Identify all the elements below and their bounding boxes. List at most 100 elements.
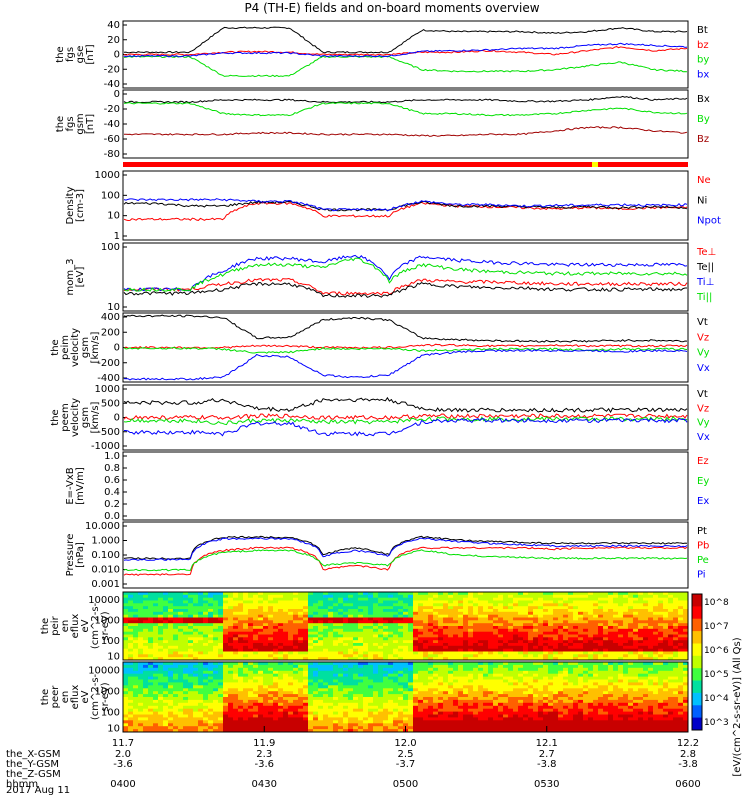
- spectrogram-cell: [183, 685, 189, 689]
- y-label-line: [mV/m]: [75, 467, 86, 505]
- spectrogram-cell: [338, 626, 344, 630]
- spectrogram-cell: [503, 702, 509, 707]
- spectrogram-cell: [213, 637, 219, 641]
- spectrogram-cell: [518, 640, 524, 644]
- spectrogram-cell: [428, 729, 434, 733]
- spectrogram-cell: [508, 667, 514, 672]
- spectrogram-cell: [238, 600, 244, 604]
- spectrogram-cell: [523, 631, 529, 635]
- spectrogram-cell: [268, 617, 274, 621]
- spectrogram-cell: [163, 699, 169, 704]
- spectrogram-cell: [438, 697, 444, 701]
- spectrogram-cell: [273, 623, 279, 627]
- spectrogram-cell: [383, 670, 389, 675]
- spectrogram-cell: [528, 717, 534, 721]
- spectrogram-cell: [288, 667, 294, 672]
- spectrogram-cell: [408, 651, 414, 655]
- spectrogram-cell: [403, 711, 409, 715]
- spectrogram-cell: [348, 651, 354, 655]
- spectrogram-cell: [603, 628, 609, 633]
- spectrogram-cell: [163, 631, 169, 635]
- spectrogram-cell: [548, 697, 554, 701]
- spectrogram-cell: [358, 640, 364, 644]
- spectrogram-cell: [358, 631, 364, 635]
- spectrogram-cell: [318, 720, 324, 724]
- spectrogram-cell: [628, 617, 634, 621]
- spectrogram-cell: [663, 645, 669, 650]
- spectrogram-cell: [143, 592, 149, 596]
- spectrogram-cell: [318, 600, 324, 604]
- spectrogram-cell: [463, 705, 469, 710]
- spectrogram-cell: [158, 606, 164, 610]
- spectrogram-cell: [293, 682, 299, 686]
- spectrogram-cell: [123, 705, 129, 710]
- spectrogram-cell: [323, 708, 329, 713]
- spectrogram-cell: [358, 720, 364, 724]
- spectrogram-cell: [483, 628, 489, 633]
- spectrogram-cell: [573, 617, 579, 621]
- spectrogram-cell: [498, 662, 504, 666]
- spectrogram-cell: [388, 726, 394, 730]
- spectrogram-cell: [638, 606, 644, 610]
- spectrogram-cell: [128, 664, 134, 669]
- spectrogram-cell: [568, 614, 574, 618]
- spectrogram-cell: [443, 676, 449, 680]
- spectrogram-cell: [413, 682, 419, 686]
- spectrogram-cell: [543, 628, 549, 633]
- spectrogram-cell: [413, 694, 419, 698]
- spectrogram-cell: [183, 723, 189, 727]
- spectrogram-cell: [143, 691, 149, 695]
- spectrogram-cell: [473, 603, 479, 607]
- spectrogram-cell: [148, 723, 154, 727]
- spectrogram-cell: [143, 623, 149, 627]
- spectrogram-cell: [423, 708, 429, 713]
- spectrogram-cell: [423, 623, 429, 627]
- spectrogram-cell: [468, 729, 474, 733]
- spectrogram-cell: [258, 640, 264, 644]
- spectrogram-cell: [593, 617, 599, 621]
- spectrogram-cell: [138, 651, 144, 655]
- spectrogram-cell: [633, 654, 639, 658]
- spectrogram-cell: [353, 592, 359, 596]
- spectrogram-cell: [188, 662, 194, 666]
- spectrogram-cell: [308, 720, 314, 724]
- spectrogram-cell: [188, 679, 194, 683]
- spectrogram-cell: [188, 670, 194, 675]
- spectrogram-cell: [373, 617, 379, 621]
- spectrogram-cell: [538, 648, 544, 652]
- spectrogram-cell: [263, 603, 269, 607]
- spectrogram-cell: [408, 670, 414, 675]
- spectrogram-cell: [268, 600, 274, 604]
- spectrogram-cell: [178, 697, 184, 701]
- spectrogram-cell: [153, 623, 159, 627]
- spectrogram-cell: [513, 670, 519, 675]
- series-line-Ti: [123, 257, 688, 292]
- spectrogram-cell: [138, 600, 144, 604]
- spectrogram-cell: [373, 609, 379, 613]
- spectrogram-cell: [353, 651, 359, 655]
- spectrogram-cell: [413, 714, 419, 718]
- spectrogram-cell: [383, 723, 389, 727]
- spectrogram-cell: [228, 654, 234, 658]
- spectrogram-cell: [163, 667, 169, 672]
- spectrogram-cell: [243, 662, 249, 666]
- spectrogram-cell: [378, 729, 384, 733]
- spectrogram-cell: [433, 600, 439, 604]
- spectrogram-cell: [328, 626, 334, 630]
- spectrogram-cell: [488, 643, 494, 647]
- spectrogram-cell: [538, 676, 544, 680]
- spectrogram-cell: [378, 620, 384, 624]
- spectrogram-cell: [618, 614, 624, 618]
- spectrogram-cell: [528, 667, 534, 672]
- spectrogram-cell: [258, 714, 264, 718]
- spectrogram-cell: [343, 611, 349, 616]
- spectrogram-cell: [538, 697, 544, 701]
- spectrogram-cell: [353, 637, 359, 641]
- spectrogram-cell: [163, 729, 169, 733]
- spectrogram-cell: [373, 667, 379, 672]
- spectrogram-cell: [243, 685, 249, 689]
- spectrogram-cell: [393, 594, 399, 599]
- spectrogram-cell: [213, 673, 219, 678]
- spectrogram-cell: [343, 676, 349, 680]
- spectrogram-cell: [518, 597, 524, 601]
